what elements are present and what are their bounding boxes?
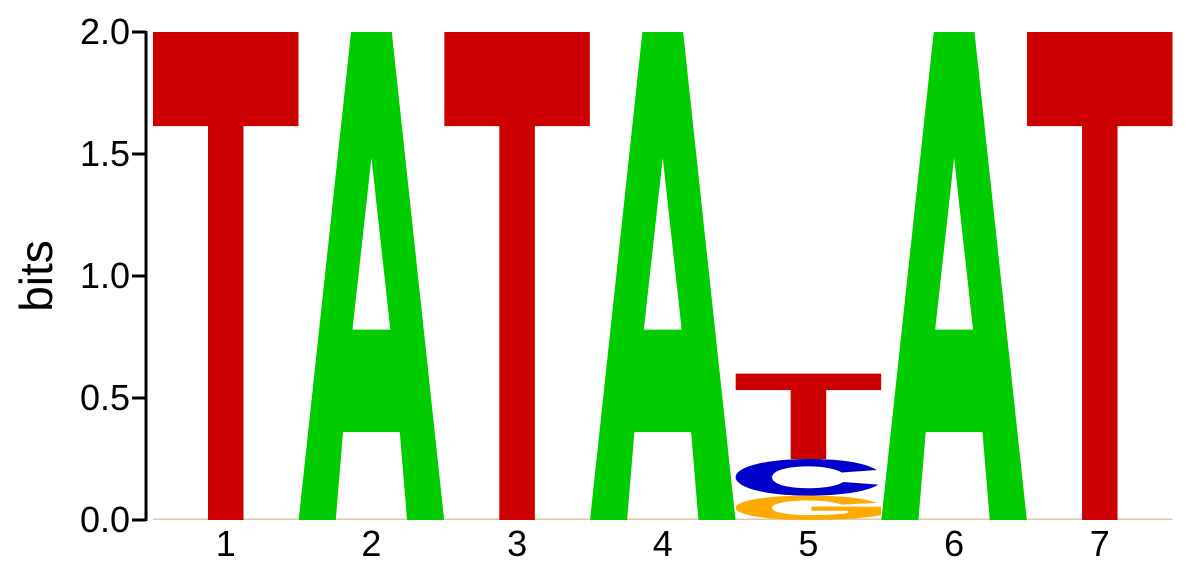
column-baseline xyxy=(881,518,1027,520)
x-tick-label: 3 xyxy=(507,523,527,564)
x-tick-label: 5 xyxy=(798,523,818,564)
y-axis: 0.0 0.5 1.0 1.5 2.0 xyxy=(80,11,148,540)
x-tick-label: 7 xyxy=(1090,523,1110,564)
logo-letters xyxy=(153,32,1173,520)
column-baseline xyxy=(590,518,736,520)
x-tick-label: 4 xyxy=(653,523,673,564)
y-tick-label: 1.0 xyxy=(80,255,130,296)
x-tick-label: 1 xyxy=(216,523,236,564)
letter-g-pos-5 xyxy=(735,495,882,520)
letter-t-pos-5 xyxy=(735,373,882,459)
y-axis-title: bits xyxy=(10,240,62,312)
y-tick-label: 0.0 xyxy=(80,499,130,540)
x-axis: 1 2 3 4 5 6 7 xyxy=(216,523,1110,564)
letter-a-pos-4 xyxy=(590,32,736,520)
x-tick-label: 6 xyxy=(944,523,964,564)
y-tick-label: 1.5 xyxy=(80,133,130,174)
y-tick-label: 0.5 xyxy=(80,377,130,418)
x-tick-label: 2 xyxy=(361,523,381,564)
column-baseline xyxy=(298,518,445,520)
letter-c-pos-5 xyxy=(735,459,879,496)
letter-t-pos-1 xyxy=(153,32,299,520)
letter-t-pos-7 xyxy=(1027,32,1173,520)
letter-a-pos-2 xyxy=(298,32,445,520)
letter-t-pos-3 xyxy=(444,32,590,520)
y-tick-label: 2.0 xyxy=(80,11,130,52)
letter-a-pos-6 xyxy=(881,32,1027,520)
